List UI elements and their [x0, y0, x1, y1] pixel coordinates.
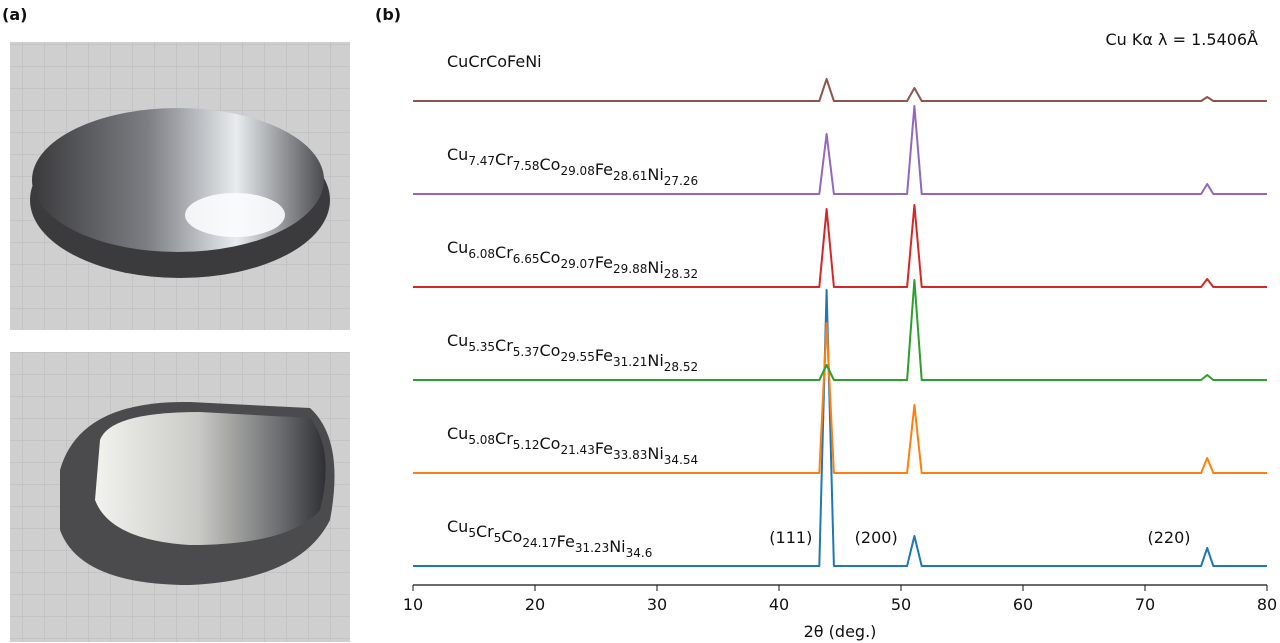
- xrd-trace: [413, 322, 1267, 474]
- x-axis-label: 2θ (deg.): [804, 622, 877, 641]
- xrd-trace: [413, 204, 1267, 288]
- photo-top: [10, 42, 350, 330]
- x-tick-label: 20: [525, 595, 545, 614]
- series-label: Cu7.47Cr7.58Co29.08Fe28.61Ni27.26: [447, 145, 698, 188]
- x-tick-label: 50: [891, 595, 911, 614]
- x-tick-label: 10: [403, 595, 423, 614]
- panel-label: (b): [375, 5, 401, 24]
- peak-label: (111): [769, 528, 812, 547]
- xrd-trace: [413, 78, 1267, 102]
- series-label: Cu5.35Cr5.37Co29.55Fe31.21Ni28.52: [447, 331, 698, 374]
- peak-label: (220): [1147, 528, 1190, 547]
- xrd-trace: [413, 289, 1267, 567]
- series-label: Cu6.08Cr6.65Co29.07Fe29.88Ni28.32: [447, 238, 698, 281]
- xrd-trace: [413, 279, 1267, 381]
- series-label: Cu5.08Cr5.12Co21.43Fe33.83Ni34.54: [447, 424, 698, 467]
- panel-label: (a): [2, 5, 27, 24]
- photo-bottom: [10, 352, 350, 642]
- annotation: Cu Kα λ = 1.5406Å: [1106, 30, 1259, 49]
- peak-label: (200): [855, 528, 898, 547]
- x-tick-label: 60: [1013, 595, 1033, 614]
- series-label: Cu5Cr5Co24.17Fe31.23Ni34.6: [447, 517, 652, 560]
- x-tick-label: 70: [1135, 595, 1155, 614]
- series-label: CuCrCoFeNi: [447, 52, 542, 71]
- x-tick-label: 30: [647, 595, 667, 614]
- x-tick-label: 80: [1257, 595, 1277, 614]
- x-tick-label: 40: [769, 595, 789, 614]
- xrd-trace: [413, 105, 1267, 195]
